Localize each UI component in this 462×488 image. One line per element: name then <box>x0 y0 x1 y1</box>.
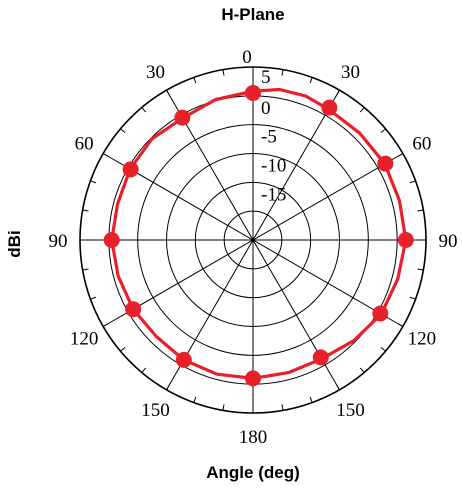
series-line <box>110 87 408 380</box>
outer-tick-mark <box>359 367 365 373</box>
outer-tick-mark <box>222 69 225 76</box>
radial-tick-labels: 5 0 -5 -10 -15 <box>261 67 286 205</box>
data-point <box>377 155 394 172</box>
outer-tick-mark <box>359 107 365 113</box>
grid-ring <box>194 181 312 299</box>
angle-tick-label: 150 <box>336 400 365 421</box>
outer-tick-mark <box>380 128 386 134</box>
radial-tick-label: -10 <box>261 156 286 177</box>
angle-tick-label: 150 <box>141 400 170 421</box>
data-point <box>125 301 142 318</box>
data-point <box>245 84 261 101</box>
angle-tick-label: 120 <box>408 329 437 350</box>
data-point <box>397 232 414 248</box>
chart-title: H-Plane <box>221 5 284 24</box>
outer-tick-mark <box>82 268 89 271</box>
outer-tick-mark <box>102 153 109 157</box>
data-point <box>174 109 191 126</box>
outer-tick-mark <box>409 296 416 300</box>
radial-tick-label: -15 <box>261 184 286 205</box>
outer-tick-mark <box>309 396 313 403</box>
data-point <box>312 349 329 366</box>
outer-tick-mark <box>417 209 424 212</box>
outer-tick-mark <box>281 404 284 411</box>
angle-tick-label: 90 <box>49 231 68 252</box>
outer-tick-mark <box>409 180 416 184</box>
radial-tick-label: 0 <box>261 98 271 119</box>
series-layer <box>103 84 414 387</box>
outer-tick-mark <box>222 404 225 411</box>
angle-tick-label: 90 <box>439 231 458 252</box>
outer-tick-mark <box>82 209 89 212</box>
data-point <box>122 161 139 178</box>
data-point <box>372 305 389 322</box>
outer-tick-mark <box>193 77 197 84</box>
data-point <box>321 99 338 116</box>
outer-tick-mark <box>417 268 424 271</box>
angle-tick-label: 30 <box>146 62 165 83</box>
angle-tick-label: 60 <box>75 134 94 155</box>
outer-tick-mark <box>120 128 126 134</box>
outer-tick-mark <box>380 346 386 352</box>
grid-ring <box>223 210 283 270</box>
radial-tick-label: 5 <box>261 67 271 88</box>
angle-tick-label: 0 <box>242 47 252 68</box>
data-point <box>103 232 120 248</box>
angle-tick-label: 120 <box>70 329 99 350</box>
outer-tick-mark <box>166 384 170 391</box>
x-axis-label: Angle (deg) <box>206 463 300 482</box>
angle-tick-label: 30 <box>341 62 360 83</box>
outer-tick-mark <box>193 396 197 403</box>
outer-tick-mark <box>141 367 147 373</box>
grid-ring <box>166 153 340 327</box>
outer-tick-mark <box>281 69 284 76</box>
outer-tick-mark <box>102 323 109 327</box>
outer-tick-mark <box>90 296 97 300</box>
outer-tick-mark <box>90 180 97 184</box>
outer-tick-mark <box>120 346 126 352</box>
y-axis-label: dBi <box>5 230 24 257</box>
outer-tick-mark <box>397 323 404 327</box>
radial-tick-label: -5 <box>261 127 277 148</box>
polar-grid <box>79 66 427 414</box>
outer-tick-mark <box>397 153 404 157</box>
outer-tick-mark <box>166 89 170 96</box>
data-point <box>175 351 192 368</box>
outer-tick-mark <box>336 89 340 96</box>
outer-tick-mark <box>336 384 340 391</box>
angle-tick-label: 180 <box>239 427 268 448</box>
outer-tick-mark <box>309 77 313 84</box>
angle-tick-labels: 0 30 60 90 120 150 180 150 120 90 60 30 <box>49 47 458 448</box>
outer-tick-mark <box>141 107 147 113</box>
data-point <box>245 370 261 387</box>
angle-tick-label: 60 <box>412 134 431 155</box>
grid-ring <box>137 124 369 356</box>
